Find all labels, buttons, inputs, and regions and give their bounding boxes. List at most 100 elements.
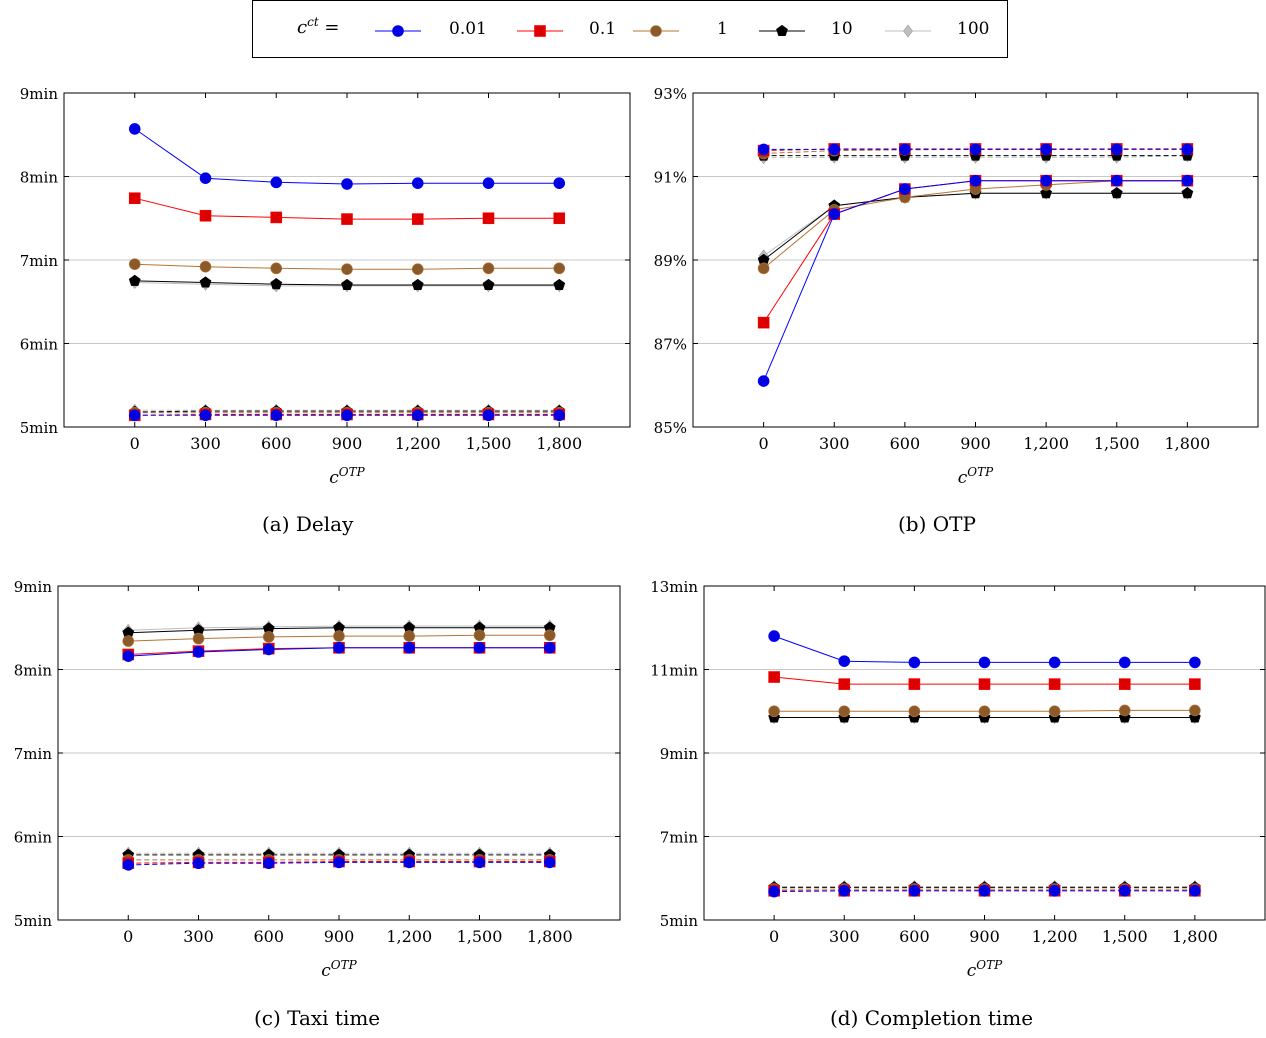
chart-d: 5min 7min 9min 11min 13min 0 300 600 900 1,200 1,5… [650, 578, 1266, 981]
legend-label-4: 100 [957, 19, 990, 39]
point-solid-10 [341, 278, 353, 291]
x-tick-label: 600 [899, 927, 930, 946]
point-dashed-0.01 [333, 856, 345, 869]
x-tick-label: 600 [253, 927, 284, 946]
point-solid-1 [270, 262, 283, 275]
point-solid-0.1 [128, 192, 141, 205]
point-solid-1 [1118, 704, 1131, 717]
legend-marker-3 [759, 24, 805, 36]
point-solid-0.01 [403, 641, 416, 654]
point-dashed-0.01 [978, 884, 991, 897]
x-tick-label: 1,200 [1023, 434, 1069, 453]
x-tick-label: 0 [123, 927, 133, 946]
point-solid-0.01 [411, 177, 424, 189]
point-dashed-0.01 [192, 857, 205, 870]
y-tick-label: 5min [14, 912, 53, 930]
point-dashed-0.01 [199, 409, 212, 422]
point-solid-0.1 [341, 213, 353, 225]
legend-marker-0 [375, 25, 421, 37]
y-tick-label: 9min [660, 745, 699, 763]
point-solid-1 [122, 635, 135, 647]
plot-frame [692, 92, 1259, 428]
plot-frame [57, 585, 621, 921]
x-tick-label: 900 [960, 434, 991, 453]
caption-b: (b) OTP [898, 512, 976, 536]
point-solid-1 [768, 705, 780, 718]
point-solid-0.01 [978, 656, 991, 669]
point-dashed-0.01 [341, 409, 353, 422]
legend-symbol-sup: ct [307, 15, 319, 29]
point-solid-0.01 [1040, 174, 1052, 187]
point-dashed-0.01 [768, 885, 780, 898]
point-solid-0.1 [768, 671, 780, 683]
point-solid-0.01 [262, 643, 275, 656]
point-dashed-0.01 [1118, 884, 1131, 897]
y-tick-label: 5min [660, 912, 699, 930]
point-dashed-0.01 [1189, 884, 1201, 897]
point-solid-0.01 [128, 123, 141, 135]
point-solid-10 [270, 278, 283, 290]
x-tick-label: 300 [190, 434, 221, 453]
point-dashed-0.01 [1110, 143, 1123, 156]
point-solid-0.01 [757, 375, 770, 387]
point-solid-1 [908, 705, 921, 718]
plot-frame [703, 585, 1266, 921]
y-tick-label: 9min [14, 578, 53, 596]
legend-point-0 [392, 25, 404, 37]
x-tick-label: 1,200 [395, 434, 441, 453]
legend-label-2: 1 [717, 19, 728, 39]
point-dashed-0.01 [553, 409, 566, 422]
point-dashed-0.01 [969, 143, 982, 156]
point-dashed-0.01 [908, 884, 921, 897]
point-solid-0.1 [978, 678, 991, 690]
x-axis-label: cOTP [958, 465, 994, 488]
x-tick-label: 300 [829, 927, 860, 946]
point-solid-0.1 [270, 211, 283, 224]
point-solid-0.1 [908, 678, 921, 690]
point-solid-0.1 [553, 212, 566, 225]
point-dashed-0.01 [1040, 143, 1052, 156]
point-dashed-0.01 [403, 856, 416, 869]
legend-point-4 [903, 24, 913, 38]
point-solid-1 [262, 631, 275, 643]
point-solid-0.01 [1189, 656, 1201, 669]
x-tick-label: 600 [890, 434, 921, 453]
point-solid-1 [333, 630, 345, 642]
point-solid-0.01 [543, 641, 556, 654]
point-dashed-0.01 [473, 856, 486, 869]
y-tick-label: 87% [654, 336, 687, 354]
point-solid-0.1 [1189, 678, 1201, 690]
x-tick-label: 1,500 [1094, 434, 1140, 453]
y-tick-label: 8min [14, 662, 53, 680]
x-tick-label: 0 [130, 434, 140, 453]
point-solid-0.01 [969, 174, 982, 187]
point-solid-10 [1040, 187, 1052, 199]
point-dashed-0.01 [543, 856, 556, 869]
point-solid-0.01 [1110, 174, 1123, 187]
x-tick-label: 1,500 [1102, 927, 1148, 946]
legend: cct = 0.01 0.1 1 10 100 [252, 0, 1008, 58]
point-dashed-0.01 [262, 857, 275, 870]
x-tick-label: 0 [759, 434, 769, 453]
point-solid-1 [192, 632, 205, 645]
y-tick-label: 6min [20, 336, 59, 354]
y-tick-label: 7min [14, 745, 53, 763]
y-tick-label: 7min [20, 252, 59, 270]
legend-symbol: cct = [297, 15, 339, 38]
legend-label-3: 10 [831, 19, 853, 39]
point-solid-1 [1048, 705, 1061, 718]
legend-marker-2 [633, 25, 679, 37]
point-solid-10 [482, 278, 495, 291]
point-solid-1 [757, 262, 770, 275]
point-solid-0.01 [908, 656, 921, 669]
x-tick-label: 300 [819, 434, 850, 453]
caption-c: (c) Taxi time [254, 1006, 381, 1030]
point-dashed-0.01 [1048, 884, 1061, 897]
point-solid-0.01 [199, 172, 212, 184]
point-solid-1 [199, 260, 212, 273]
point-solid-0.01 [192, 646, 205, 658]
x-tick-label: 1,200 [1032, 927, 1078, 946]
y-tick-label: 91% [654, 169, 687, 187]
point-solid-0.01 [828, 208, 841, 220]
x-tick-label: 1,800 [536, 434, 582, 453]
